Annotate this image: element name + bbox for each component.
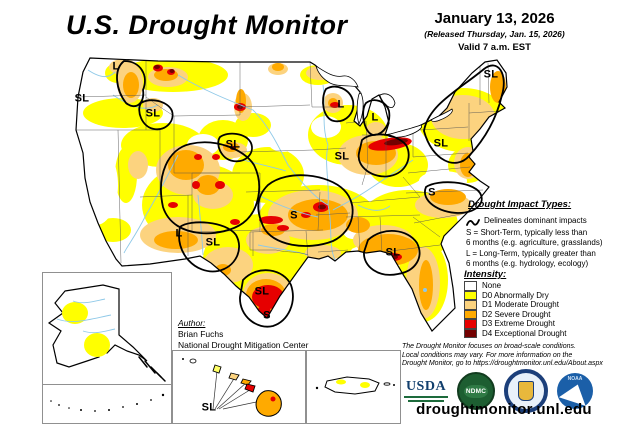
commerce-emblem [518, 381, 534, 401]
page-title: U.S. Drought Monitor [66, 10, 348, 40]
puerto-rico-map-svg [315, 376, 395, 395]
intensity-legend-row: None [464, 281, 567, 291]
none-patches [76, 65, 467, 239]
commerce-seal-logo [504, 369, 548, 413]
disclaimer-line3: Drought Monitor, go to https://droughtmo… [402, 360, 603, 367]
intensity-swatch [464, 309, 477, 319]
intensity-label: D4 Exceptional Drought [482, 328, 567, 338]
intensity-legend-row: D4 Exceptional Drought [464, 328, 567, 338]
hawaii-inset: SL [172, 350, 306, 424]
intensity-label: D3 Extreme Drought [482, 319, 555, 329]
puerto-rico-inset [306, 350, 401, 424]
disclaimer-line1: The Drought Monitor focuses on broad-sca… [402, 343, 576, 350]
intensity-swatch [464, 290, 477, 300]
website-url[interactable]: droughtmonitor.unl.edu [416, 401, 592, 418]
intensity-legend: None D0 Abnormally Dry D1 Moderate Drought… [464, 281, 567, 338]
conus-map [28, 45, 512, 357]
author-block: Author: Brian Fuchs National Drought Mit… [178, 318, 308, 351]
intensity-legend-row: D2 Severe Drought [464, 309, 567, 319]
released-date: (Released Thursday, Jan. 15, 2026) [424, 29, 565, 39]
impact-types-heading: Drought Impact Types: [468, 199, 572, 210]
author-org: National Drought Mitigation Center [178, 340, 309, 350]
intensity-swatch [464, 281, 477, 291]
hawaii-impact-label: SL [201, 401, 217, 414]
map-date: January 13, 2026 [434, 10, 555, 27]
noaa-logo: NOAA [557, 373, 593, 409]
impact-delineates-label: Delineates dominant impacts [484, 216, 587, 225]
intensity-heading: Intensity: [464, 269, 507, 280]
valid-time: Valid 7 a.m. EST [458, 42, 531, 53]
date-block: January 13, 2026 (Released Thursday, Jan… [392, 10, 597, 53]
disclaimer-line2: Local conditions may vary. For more info… [402, 351, 573, 359]
impact-long-term-label: L = Long-Term, typically greater than 6 … [466, 249, 596, 268]
intensity-label: D2 Severe Drought [482, 309, 551, 319]
lake-okeechobee [423, 288, 427, 292]
great-lakes [315, 65, 453, 138]
impact-boundary-icon [466, 214, 480, 232]
hawaii-map-svg [182, 358, 282, 417]
intensity-legend-row: D0 Abnormally Dry [464, 290, 567, 300]
intensity-swatch [464, 319, 477, 329]
disclaimer: The Drought Monitor focuses on broad-sca… [402, 343, 627, 369]
usda-stripe [404, 395, 448, 398]
intensity-legend-row: D1 Moderate Drought [464, 300, 567, 310]
intensity-label: D0 Abnormally Dry [482, 290, 549, 300]
usda-logo: USDA [404, 380, 448, 402]
noaa-logo-text: NOAA [567, 376, 583, 382]
impact-l-line2: 6 months (e.g. hydrology, ecology) [466, 258, 589, 268]
impact-l-line1: L = Long-Term, typically greater than [466, 249, 596, 258]
usda-stripe [408, 399, 444, 402]
rivers [87, 69, 414, 261]
impact-boundaries [116, 60, 505, 328]
intensity-swatch [464, 300, 477, 310]
ndmc-logo-text: NDMC [464, 384, 488, 398]
alaska-inset [42, 272, 172, 424]
intensity-label: D1 Moderate Drought [482, 300, 559, 310]
intensity-label: None [482, 281, 502, 291]
intensity-legend-row: D3 Extreme Drought [464, 319, 567, 329]
usda-logo-text: USDA [405, 379, 447, 394]
impact-s-line1: S = Short-Term, typically less than [466, 228, 588, 237]
alaska-map-svg [47, 284, 166, 412]
ndmc-logo: NDMC [457, 372, 495, 410]
state-boundaries [76, 61, 501, 264]
agency-logos: USDA NDMC NOAA [404, 369, 604, 413]
impact-s-line2: 6 months (e.g. agriculture, grasslands) [466, 237, 603, 247]
author-heading: Author: [178, 318, 206, 328]
impact-short-term-label: S = Short-Term, typically less than 6 mo… [466, 228, 603, 247]
author-name: Brian Fuchs [178, 329, 224, 339]
conus-map-svg [75, 57, 508, 332]
intensity-swatch [464, 328, 477, 338]
aleutian-divider [43, 384, 171, 385]
